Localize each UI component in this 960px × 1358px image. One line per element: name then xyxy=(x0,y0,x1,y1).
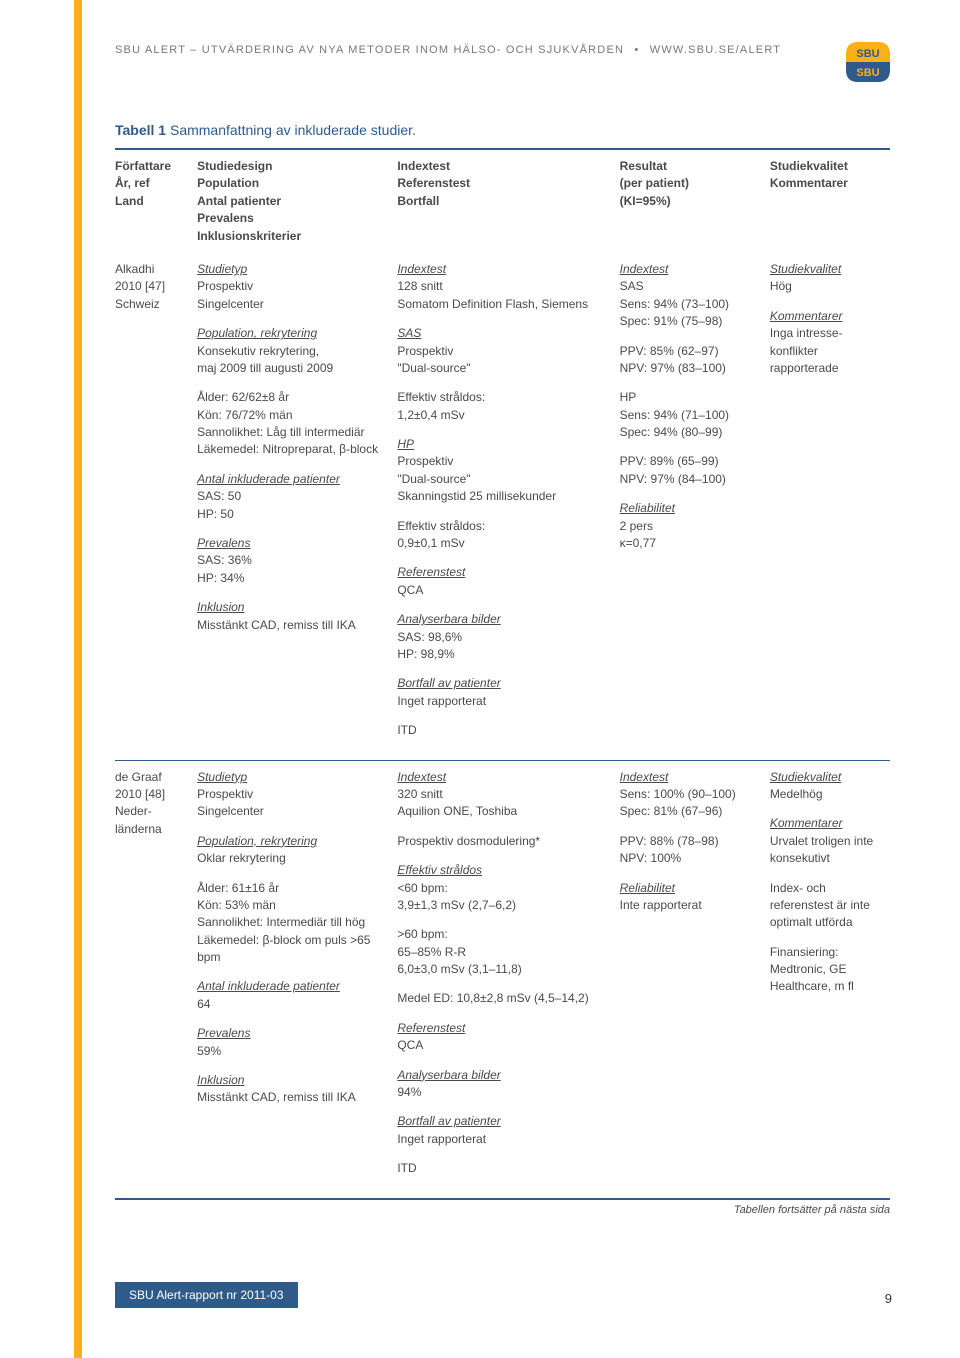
th-result: Resultat(per patient)(KI=95%) xyxy=(620,150,770,253)
rule-bottom xyxy=(115,1198,890,1200)
content-area: Tabell 1 Sammanfattning av inkluderade s… xyxy=(115,122,890,1216)
sbu-logo: SBU SBU xyxy=(844,40,892,84)
footer-report-bar: SBU Alert-rapport nr 2011-03 xyxy=(115,1282,298,1308)
cell-design: StudietypProspektivSingelcenterPopulatio… xyxy=(197,253,397,760)
cell-quality: StudiekvalitetMedelhögKommentarerUrvalet… xyxy=(770,761,890,1198)
th-index: IndextestReferenstestBortfall xyxy=(397,150,619,253)
table-row: de Graaf2010 [48]Neder-ländernaStudietyp… xyxy=(115,761,890,1198)
cell-result: IndextestSASSens: 94% (73–100)Spec: 91% … xyxy=(620,253,770,760)
cell-author: de Graaf2010 [48]Neder-länderna xyxy=(115,761,197,1198)
svg-text:SBU: SBU xyxy=(856,48,879,60)
th-author: FörfattareÅr, refLand xyxy=(115,150,197,253)
th-quality: StudiekvalitetKommentarer xyxy=(770,150,890,253)
cell-author: Alkadhi2010 [47]Schweiz xyxy=(115,253,197,760)
header-url: WWW.SBU.SE/ALERT xyxy=(650,44,781,56)
cell-design: StudietypProspektivSingelcenterPopulatio… xyxy=(197,761,397,1198)
table-title-bold: Tabell 1 xyxy=(115,122,166,138)
table-title: Tabell 1 Sammanfattning av inkluderade s… xyxy=(115,122,890,138)
page-number: 9 xyxy=(885,1291,892,1306)
th-design: StudiedesignPopulationAntal patienterPre… xyxy=(197,150,397,253)
table-head: FörfattareÅr, refLand StudiedesignPopula… xyxy=(115,150,890,253)
table-body: Alkadhi2010 [47]SchweizStudietypProspekt… xyxy=(115,253,890,1198)
cell-result: IndextestSens: 100% (90–100)Spec: 81% (6… xyxy=(620,761,770,1198)
table-continues-note: Tabellen fortsätter på nästa sida xyxy=(115,1204,890,1216)
cell-quality: StudiekvalitetHögKommentarerInga intress… xyxy=(770,253,890,760)
cell-index: Indextest128 snittSomatom Definition Fla… xyxy=(397,253,619,760)
header-sep: • xyxy=(634,44,639,56)
header-text: SBU ALERT – UTVÄRDERING AV NYA METODER I… xyxy=(115,44,624,56)
table-title-rest: Sammanfattning av inkluderade studier. xyxy=(166,122,416,138)
page-header: SBU ALERT – UTVÄRDERING AV NYA METODER I… xyxy=(115,44,781,56)
left-accent-bar xyxy=(74,0,82,1358)
svg-text:SBU: SBU xyxy=(856,67,879,79)
summary-table: FörfattareÅr, refLand StudiedesignPopula… xyxy=(115,150,890,1198)
table-row: Alkadhi2010 [47]SchweizStudietypProspekt… xyxy=(115,253,890,760)
cell-index: Indextest320 snittAquilion ONE, ToshibaP… xyxy=(397,761,619,1198)
